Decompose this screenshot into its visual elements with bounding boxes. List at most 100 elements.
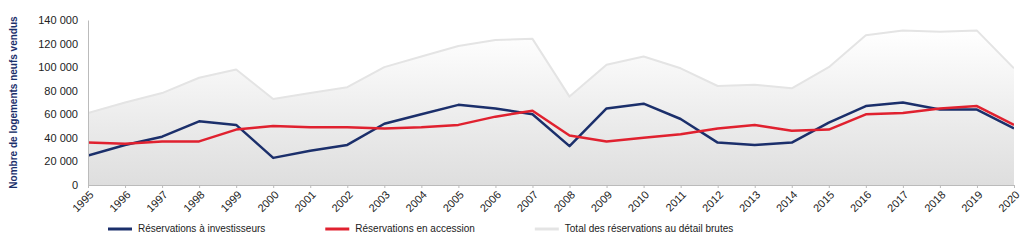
x-tick-label: 2015 (811, 188, 837, 214)
x-tick: 1998 (181, 185, 207, 214)
x-tick-mark (384, 185, 385, 188)
legend-label: Total des réservations au détail brutes (565, 223, 733, 234)
y-tick-label: 120 000 (38, 38, 78, 50)
x-tick: 2015 (811, 185, 837, 214)
x-tick: 1999 (218, 185, 244, 214)
x-tick-mark (792, 185, 793, 188)
x-tick-mark (977, 185, 978, 188)
x-tick: 1995 (70, 185, 96, 214)
x-tick: 1997 (144, 185, 170, 214)
x-tick-mark (421, 185, 422, 188)
x-tick: 2018 (922, 185, 948, 214)
y-tick: 60 000 (44, 108, 88, 120)
x-tick-label: 1996 (107, 188, 133, 214)
x-tick: 2012 (700, 185, 726, 214)
x-tick-mark (866, 185, 867, 188)
y-tick-label: 0 (72, 179, 78, 191)
line (88, 103, 1014, 158)
y-tick: 20 000 (44, 155, 88, 167)
y-tick: 40 000 (44, 132, 88, 144)
x-tick-mark (570, 185, 571, 188)
x-tick-label: 2011 (663, 188, 688, 213)
x-tick: 2010 (626, 185, 652, 214)
y-axis-title: Nombre de logements neufs vendus (8, 16, 19, 189)
legend: Réservations à investisseurs Réservations… (108, 223, 733, 234)
x-tick: 2013 (737, 185, 763, 214)
x-tick-mark (829, 185, 830, 188)
x-tick-label: 2019 (959, 188, 985, 214)
y-tick-label: 140 000 (38, 14, 78, 26)
y-tick: 100 000 (38, 61, 88, 73)
plot: 0 20 000 40 000 60 000 80 000 100 000 120 000 1… (38, 14, 1021, 214)
x-tick-mark (236, 185, 237, 188)
x-tick-mark (681, 185, 682, 188)
x-tick-label: 1998 (181, 188, 207, 214)
x-tick-label: 2014 (774, 188, 800, 214)
x-tick-label: 2018 (922, 188, 948, 214)
legend-label: Réservations en accession (355, 223, 475, 234)
x-tick-mark (495, 185, 496, 188)
x-tick-label: 1997 (144, 188, 170, 214)
x-tick-label: 2010 (626, 188, 652, 214)
y-tick-label: 40 000 (44, 132, 78, 144)
x-tick-mark (940, 185, 941, 188)
x-tick-label: 2003 (366, 188, 392, 214)
y-axis: 0 20 000 40 000 60 000 80 000 100 000 120 000 1… (38, 14, 88, 191)
x-tick-mark (310, 185, 311, 188)
x-tick-mark (199, 185, 200, 188)
y-tick-label: 80 000 (44, 85, 78, 97)
x-axis-line (89, 186, 1015, 189)
x-tick-label: 2002 (329, 188, 355, 214)
legend-swatch (108, 228, 132, 231)
x-tick-mark (532, 185, 533, 188)
x-tick-mark (162, 185, 163, 188)
y-tick-label: 20 000 (44, 155, 78, 167)
x-tick-label: 2006 (477, 188, 503, 214)
x-tick-label: 2013 (737, 188, 763, 214)
legend-swatch (535, 228, 559, 231)
x-tick: 2011 (663, 185, 688, 214)
x-tick: 2009 (588, 185, 614, 214)
x-tick: 2014 (774, 185, 800, 214)
x-tick: 2007 (514, 185, 540, 214)
chart: 0 20 000 40 000 60 000 80 000 100 000 120 000 1… (0, 0, 1024, 241)
legend-item: Réservations à investisseurs (108, 223, 265, 234)
x-tick-label: 2017 (885, 188, 911, 214)
x-tick: 2005 (440, 185, 466, 214)
y-tick: 140 000 (38, 14, 88, 26)
x-tick-mark (458, 185, 459, 188)
y-axis-line (88, 21, 89, 186)
x-tick-label: 2001 (292, 188, 318, 214)
legend-item: Total des réservations au détail brutes (535, 223, 733, 234)
x-tick: 2006 (477, 185, 503, 214)
x-tick: 1996 (107, 185, 133, 214)
x-tick-mark (273, 185, 274, 188)
x-tick-label: 1999 (218, 188, 244, 214)
legend-swatch (325, 228, 349, 231)
x-tick-label: 2000 (255, 188, 281, 214)
x-tick-label: 2020 (996, 188, 1022, 214)
x-tick-mark (718, 185, 719, 188)
x-tick: 2019 (959, 185, 985, 214)
x-tick-label: 2004 (403, 188, 429, 214)
x-tick-label: 2009 (588, 188, 614, 214)
y-tick: 120 000 (38, 38, 88, 50)
y-tick: 80 000 (44, 85, 88, 97)
x-tick-label: 2016 (848, 188, 874, 214)
x-tick-mark (607, 185, 608, 188)
x-tick-mark (1014, 185, 1015, 188)
series-group (88, 31, 1014, 185)
x-tick-mark (755, 185, 756, 188)
line (88, 31, 1014, 114)
x-tick-mark (88, 185, 89, 188)
x-tick-mark (125, 185, 126, 188)
x-tick-label: 1995 (70, 188, 96, 214)
x-tick: 2003 (366, 185, 392, 214)
x-tick-label: 2012 (700, 188, 726, 214)
x-tick-label: 2008 (551, 188, 577, 214)
x-tick: 2000 (255, 185, 281, 214)
x-tick-mark (903, 185, 904, 188)
legend-item: Réservations en accession (325, 223, 475, 234)
x-tick: 2001 (292, 185, 318, 214)
x-tick: 2008 (551, 185, 577, 214)
